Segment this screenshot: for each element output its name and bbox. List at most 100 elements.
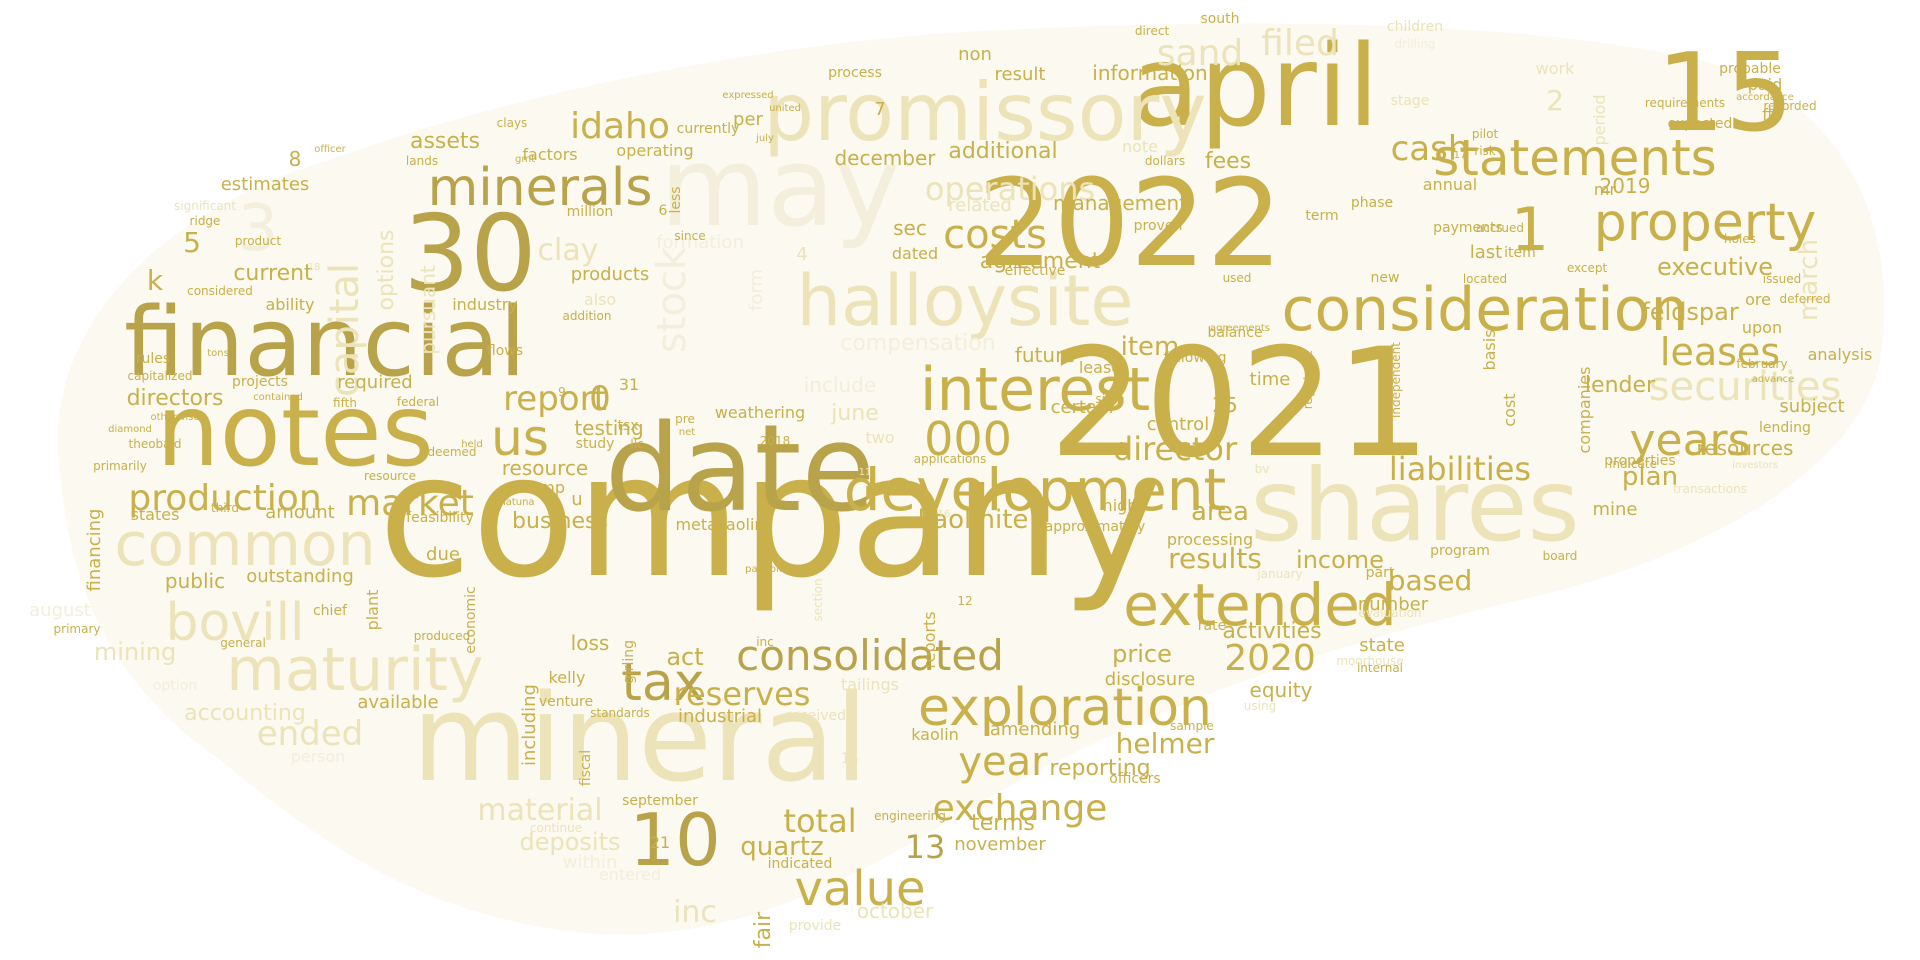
word-cloud-word: time [1250, 369, 1291, 390]
word-cloud-word: costs [943, 212, 1047, 258]
word-cloud-word: based [1388, 564, 1473, 597]
word-cloud-word: 7 [874, 99, 885, 120]
word-cloud-word: stage [1391, 93, 1430, 109]
word-cloud-word: item [1121, 332, 1180, 362]
word-cloud-word: rules [136, 351, 170, 367]
word-cloud-word: officer [314, 144, 346, 155]
word-cloud-word: terms [971, 811, 1035, 836]
word-cloud-word: ability [265, 295, 314, 314]
word-cloud-word: area [1191, 497, 1249, 527]
word-cloud-word: notes [156, 372, 433, 489]
word-cloud-word: 6 [659, 203, 668, 219]
word-cloud-word: amount [265, 502, 334, 523]
word-cloud-word: june [830, 401, 879, 426]
word-cloud-word: recorded [1763, 99, 1816, 113]
word-cloud-word: projects [232, 374, 288, 390]
word-cloud-word: shares [1250, 447, 1579, 564]
word-cloud-word: ft [1762, 105, 1774, 124]
word-cloud-word: 21 [650, 833, 670, 852]
word-cloud-word: executive [1657, 253, 1773, 281]
word-cloud-word: new [1371, 270, 1400, 286]
word-cloud-word: accounting [184, 701, 306, 726]
word-cloud-word: thatuna [495, 497, 534, 508]
word-cloud-word: resource [502, 456, 589, 480]
word-cloud-word: certain [1051, 397, 1114, 418]
word-cloud-word: statements [1433, 129, 1716, 187]
word-cloud-word: basis [1480, 329, 1499, 370]
word-cloud-word: 2021 [1049, 317, 1431, 491]
word-cloud-word: continue [530, 821, 582, 835]
word-cloud-word: otherwise [151, 412, 200, 423]
word-cloud-word: accordance [1736, 92, 1794, 103]
word-cloud-word: 5 [183, 226, 201, 259]
word-cloud-word: compensation [840, 331, 996, 356]
word-cloud-word: ore [1745, 290, 1771, 309]
word-cloud-word: independent [1389, 342, 1403, 418]
word-cloud-word: property [1594, 193, 1817, 253]
word-cloud-word: resource [364, 469, 416, 483]
word-cloud-word: year [958, 739, 1048, 785]
word-cloud-word: following [1164, 350, 1227, 366]
word-cloud-word: options [374, 229, 399, 310]
word-cloud-word: extended [1123, 571, 1397, 639]
word-cloud-word: section [811, 578, 825, 621]
word-cloud-word: price [1112, 640, 1172, 668]
word-cloud-word: term [1305, 208, 1338, 224]
word-cloud-word: fiscal [578, 750, 594, 786]
word-cloud-word: capitalized [128, 369, 193, 383]
word-cloud-word: common [114, 510, 375, 580]
word-cloud-word: lender [1585, 373, 1656, 398]
word-cloud-word: 12 [957, 594, 972, 608]
word-cloud-word: related [948, 195, 1012, 216]
word-cloud-word: provide [789, 918, 842, 934]
word-cloud-word: risk [1474, 144, 1496, 158]
word-cloud-word: processing [1167, 530, 1253, 549]
word-cloud-word: 14 [841, 751, 859, 767]
word-cloud-word: results [1168, 542, 1262, 575]
word-cloud-word: activities [1222, 619, 1321, 644]
word-cloud-word: testing [574, 416, 643, 440]
word-cloud-word: lending [1759, 420, 1811, 436]
word-cloud-word: outstanding [246, 566, 354, 587]
word-cloud-word: 31 [619, 375, 639, 394]
word-cloud-word: product [235, 234, 281, 248]
word-cloud-word: person [291, 747, 346, 766]
word-cloud-word: exploration [918, 678, 1212, 738]
word-cloud-word: million [567, 204, 614, 220]
word-cloud-word: 9 [558, 385, 566, 399]
word-cloud-word: feldspar [1641, 298, 1739, 326]
word-cloud-word: company [378, 418, 1162, 616]
word-cloud-word: program [1430, 543, 1490, 559]
word-cloud-word: industry [452, 295, 518, 314]
word-cloud-word: 25 [1212, 393, 1237, 417]
word-cloud-word: option [153, 678, 197, 694]
word-cloud-word: kelly [549, 668, 586, 687]
word-cloud-word: public [165, 569, 225, 593]
word-cloud-word: per [733, 109, 764, 130]
word-cloud-word: approximately [1045, 519, 1146, 535]
word-cloud-word: interest [920, 355, 1150, 425]
word-cloud-word: k [147, 264, 164, 297]
word-cloud-word: fees [1205, 149, 1251, 174]
word-cloud-word: capital [322, 263, 368, 397]
word-cloud-word: united [769, 103, 801, 114]
word-cloud-word: within [563, 852, 618, 873]
word-cloud-word: advance [1752, 374, 1795, 385]
word-cloud-word: securities [1649, 364, 1842, 410]
word-cloud-word: entered [599, 865, 661, 884]
word-cloud-word: products [571, 264, 650, 285]
word-cloud-word: result [995, 64, 1046, 85]
word-cloud-word: since [674, 229, 705, 243]
word-cloud-word: inc [756, 635, 774, 649]
word-cloud-word: clay [538, 233, 599, 268]
word-cloud-word: required [337, 372, 412, 393]
word-cloud-word: evaluation [1358, 606, 1421, 620]
word-cloud-word: weathering [715, 403, 805, 422]
word-cloud-word: gmt [515, 154, 535, 165]
word-cloud-word: annual [1423, 175, 1477, 194]
word-cloud-word: dollars [1145, 154, 1185, 168]
word-cloud-word: currently [677, 121, 740, 137]
word-cloud-word: production [128, 478, 321, 519]
word-cloud-word: study [576, 436, 615, 452]
word-cloud-word: located [1463, 272, 1507, 286]
